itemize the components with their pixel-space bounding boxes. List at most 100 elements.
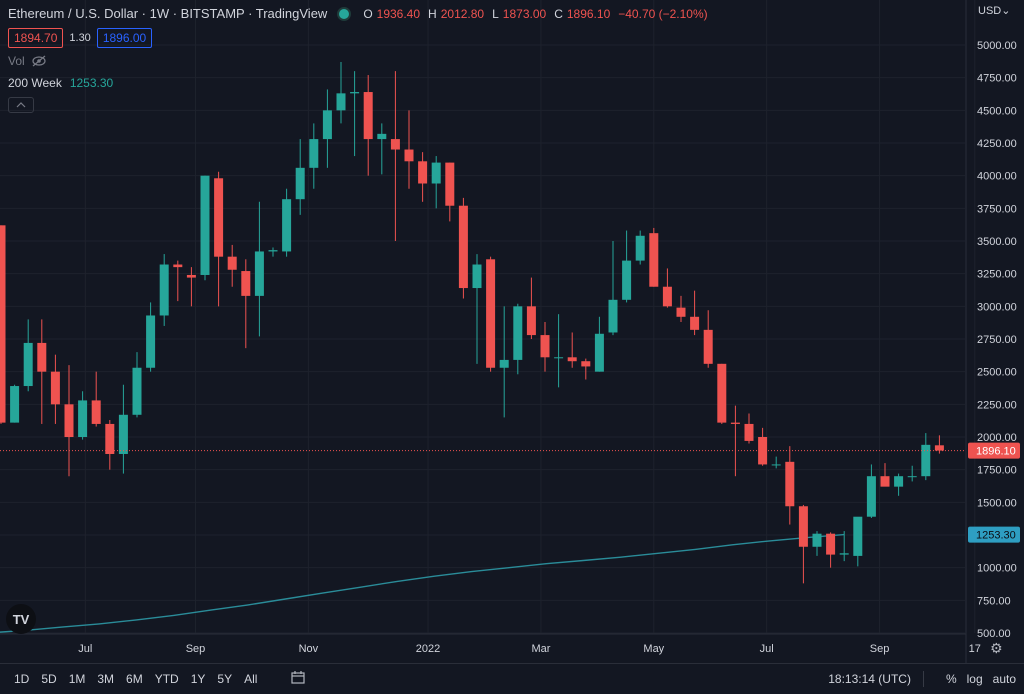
candle-body xyxy=(472,264,482,289)
candle-body xyxy=(717,363,727,423)
x-tick-label: Sep xyxy=(870,643,890,655)
candle xyxy=(458,197,468,299)
candle xyxy=(907,465,917,482)
clock-time[interactable]: 18:13:14 (UTC) xyxy=(828,672,911,686)
indicator-name[interactable]: 200 Week xyxy=(8,76,62,90)
symbol-title[interactable]: Ethereum / U.S. Dollar · 1W · BITSTAMP ·… xyxy=(8,6,328,21)
y-tick-label: 4250.00 xyxy=(977,138,1017,150)
chart-area[interactable]: 500.00750.001000.001250.001500.001750.00… xyxy=(0,0,1024,663)
close-value: 1896.10 xyxy=(566,6,611,21)
candle-body xyxy=(254,251,264,296)
candle-body xyxy=(118,414,128,454)
candle xyxy=(363,75,373,176)
y-tick-label: 4750.00 xyxy=(977,73,1017,85)
x-tick-label: Sep xyxy=(186,643,206,655)
candle-body xyxy=(744,423,754,441)
candle-body xyxy=(486,259,496,368)
y-tick-label: 4000.00 xyxy=(977,171,1017,183)
range-all-button[interactable]: All xyxy=(244,672,258,686)
candle xyxy=(662,268,672,308)
candle xyxy=(241,259,251,349)
candle xyxy=(445,162,455,222)
candle xyxy=(159,254,169,326)
candle xyxy=(336,61,346,124)
range-1d-button[interactable]: 1D xyxy=(14,672,30,686)
candle xyxy=(567,332,577,368)
range-5d-button[interactable]: 5D xyxy=(41,672,57,686)
y-tick-label: 2500.00 xyxy=(977,367,1017,379)
divider xyxy=(922,671,924,687)
candle xyxy=(37,319,47,424)
calendar-icon[interactable] xyxy=(291,671,306,687)
candle xyxy=(146,302,156,372)
candle xyxy=(173,260,183,302)
high-label: H xyxy=(428,6,437,21)
x-tick-label: 2022 xyxy=(416,643,440,655)
range-6m-button[interactable]: 6M xyxy=(126,672,143,686)
candle xyxy=(649,227,659,287)
price-chart[interactable]: 500.00750.001000.001250.001500.001750.00… xyxy=(0,0,1024,663)
candle-body xyxy=(853,516,863,556)
candle xyxy=(295,139,305,215)
candle xyxy=(486,256,496,372)
gear-icon[interactable]: ⚙ xyxy=(990,640,1003,656)
symbol-legend: Ethereum / U.S. Dollar · 1W · BITSTAMP ·… xyxy=(8,6,712,21)
y-tick-label: 2250.00 xyxy=(977,399,1017,411)
candle-body xyxy=(377,133,387,140)
candle-body xyxy=(730,422,740,424)
candle xyxy=(839,531,849,562)
candle-body xyxy=(907,476,917,478)
candle xyxy=(499,306,509,418)
collapse-legend-button[interactable] xyxy=(8,97,34,113)
candle-body xyxy=(431,162,441,184)
candle-body xyxy=(526,306,536,336)
currency-selector[interactable]: USD⌄ xyxy=(978,4,1010,17)
candle-body xyxy=(608,299,618,333)
y-tick-label: 1000.00 xyxy=(977,563,1017,575)
candle-body xyxy=(146,315,156,368)
candle-body xyxy=(581,361,591,367)
time-axis[interactable]: Jul Sep Nov 2022 Mar May Jul Sep 17 xyxy=(0,633,981,655)
x-tick-label: Jul xyxy=(78,643,92,655)
candle xyxy=(526,277,536,339)
candle xyxy=(350,71,360,157)
range-ytd-button[interactable]: YTD xyxy=(154,672,179,686)
candle xyxy=(853,516,863,567)
candle xyxy=(717,363,727,424)
price-axis[interactable]: 500.00750.001000.001250.001500.001750.00… xyxy=(965,0,1020,663)
range-3m-button[interactable]: 3M xyxy=(97,672,115,686)
sell-button[interactable]: 1894.70 xyxy=(8,28,64,48)
candle xyxy=(690,290,700,336)
candle-body xyxy=(200,175,210,275)
candle xyxy=(214,171,224,307)
y-tick-label: 5000.00 xyxy=(977,40,1017,52)
chevron-down-icon: ⌄ xyxy=(1001,5,1011,17)
volume-label[interactable]: Vol xyxy=(8,54,25,68)
candle xyxy=(91,371,101,427)
candle-body xyxy=(186,274,196,278)
candle xyxy=(866,464,876,519)
y-tick-label: 750.00 xyxy=(977,595,1011,607)
candle xyxy=(744,413,754,444)
candle-body xyxy=(880,476,890,487)
candle xyxy=(771,456,781,469)
percent-scale-button[interactable]: % xyxy=(945,672,957,686)
candle xyxy=(730,405,740,477)
range-5y-button[interactable]: 5Y xyxy=(217,672,233,686)
buy-button[interactable]: 1896.00 xyxy=(96,28,153,48)
x-tick-label: 17 xyxy=(969,643,981,655)
range-1m-button[interactable]: 1M xyxy=(68,672,86,686)
candle-body xyxy=(866,476,876,517)
candle xyxy=(268,247,278,257)
market-status-icon xyxy=(337,6,352,21)
candle-body xyxy=(78,400,88,437)
candle-body xyxy=(445,162,455,206)
y-tick-label: 500.00 xyxy=(977,628,1011,640)
range-1y-button[interactable]: 1Y xyxy=(190,672,206,686)
tradingview-logo[interactable]: TV xyxy=(6,604,36,634)
hidden-eye-icon[interactable] xyxy=(31,55,47,67)
log-scale-button[interactable]: log xyxy=(966,672,983,686)
candle-body xyxy=(241,271,251,296)
candle xyxy=(758,427,768,466)
auto-scale-button[interactable]: auto xyxy=(992,672,1016,686)
